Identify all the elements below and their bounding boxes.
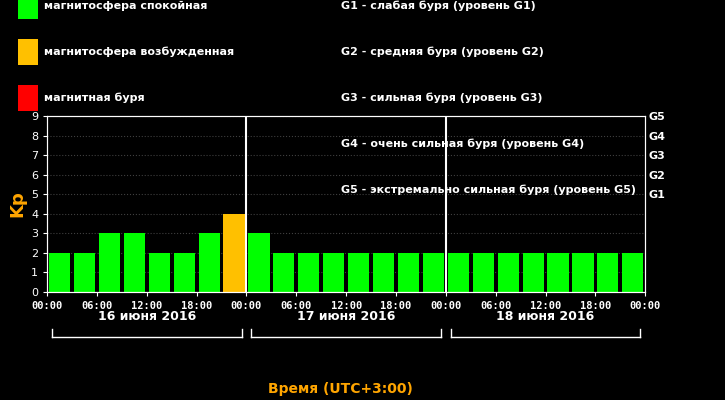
Text: G5 - экстремально сильная буря (уровень G5): G5 - экстремально сильная буря (уровень … <box>341 185 636 195</box>
Text: G4 - очень сильная буря (уровень G4): G4 - очень сильная буря (уровень G4) <box>341 139 584 149</box>
Bar <box>298 253 320 292</box>
Text: G3 - сильная буря (уровень G3): G3 - сильная буря (уровень G3) <box>341 93 542 103</box>
Bar <box>249 233 270 292</box>
Bar <box>448 253 469 292</box>
Text: магнитосфера спокойная: магнитосфера спокойная <box>44 1 207 11</box>
Text: G2 - средняя буря (уровень G2): G2 - средняя буря (уровень G2) <box>341 47 544 57</box>
Bar <box>423 253 444 292</box>
Text: магнитная буря: магнитная буря <box>44 93 145 103</box>
Bar <box>398 253 419 292</box>
Bar <box>149 253 170 292</box>
Bar <box>523 253 544 292</box>
Text: Время (UTC+3:00): Время (UTC+3:00) <box>268 382 413 396</box>
Bar <box>173 253 195 292</box>
Bar <box>49 253 70 292</box>
Bar <box>572 253 594 292</box>
Text: 16 июня 2016: 16 июня 2016 <box>98 310 196 323</box>
Bar <box>74 253 95 292</box>
Y-axis label: Kp: Kp <box>9 191 27 217</box>
Bar <box>597 253 618 292</box>
Bar <box>323 253 344 292</box>
Text: магнитосфера возбужденная: магнитосфера возбужденная <box>44 47 234 57</box>
Text: 18 июня 2016: 18 июня 2016 <box>497 310 594 323</box>
Bar <box>497 253 519 292</box>
Bar <box>99 233 120 292</box>
Text: 17 июня 2016: 17 июня 2016 <box>297 310 395 323</box>
Text: G1 - слабая буря (уровень G1): G1 - слабая буря (уровень G1) <box>341 1 536 11</box>
Bar <box>199 233 220 292</box>
Bar <box>547 253 568 292</box>
Bar <box>373 253 394 292</box>
Bar <box>348 253 369 292</box>
Bar <box>273 253 294 292</box>
Bar <box>124 233 145 292</box>
Bar <box>622 253 643 292</box>
Bar <box>223 214 244 292</box>
Bar <box>473 253 494 292</box>
